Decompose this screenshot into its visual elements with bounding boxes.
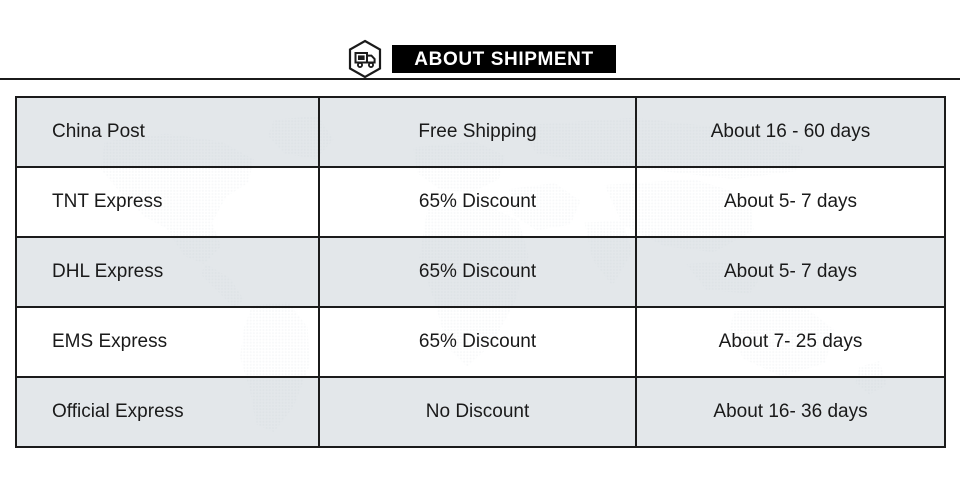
delivery-time-cell: About 7- 25 days: [718, 330, 863, 352]
delivery-time-cell: About 5- 7 days: [723, 260, 858, 282]
shipment-table: China Post Free Shipping About 16 - 60 d…: [15, 96, 946, 448]
carrier-cell: Official Express: [17, 378, 320, 446]
header-content: ABOUT SHIPMENT: [0, 38, 960, 80]
table-row: DHL Express 65% Discount About 5- 7 days: [17, 238, 944, 308]
table-row: Official Express No Discount About 16- 3…: [17, 378, 944, 446]
discount-cell: 65% Discount: [320, 308, 637, 376]
carrier-cell: China Post: [17, 98, 320, 166]
discount-cell: 65% Discount: [320, 168, 637, 236]
delivery-time-cell: About 16- 36 days: [713, 400, 868, 422]
delivery-time-cell: About 16 - 60 days: [710, 120, 871, 142]
table-row: China Post Free Shipping About 16 - 60 d…: [17, 98, 944, 168]
table-row: EMS Express 65% Discount About 7- 25 day…: [17, 308, 944, 378]
section-title-banner: ABOUT SHIPMENT: [392, 45, 616, 73]
carrier-cell: DHL Express: [17, 238, 320, 306]
discount-cell: 65% Discount: [320, 238, 637, 306]
shipment-rows: China Post Free Shipping About 16 - 60 d…: [17, 98, 944, 446]
discount-cell: No Discount: [320, 378, 637, 446]
discount-cell: Free Shipping: [320, 98, 637, 166]
page-title: ABOUT SHIPMENT: [414, 48, 594, 70]
page-header: ABOUT SHIPMENT: [0, 0, 960, 80]
delivery-time-cell: About 5- 7 days: [723, 190, 858, 212]
carrier-cell: EMS Express: [17, 308, 320, 376]
table-row: TNT Express 65% Discount About 5- 7 days: [17, 168, 944, 238]
delivery-truck-hexagon-icon: [344, 38, 386, 80]
header-divider-rule: [0, 78, 960, 80]
carrier-cell: TNT Express: [17, 168, 320, 236]
